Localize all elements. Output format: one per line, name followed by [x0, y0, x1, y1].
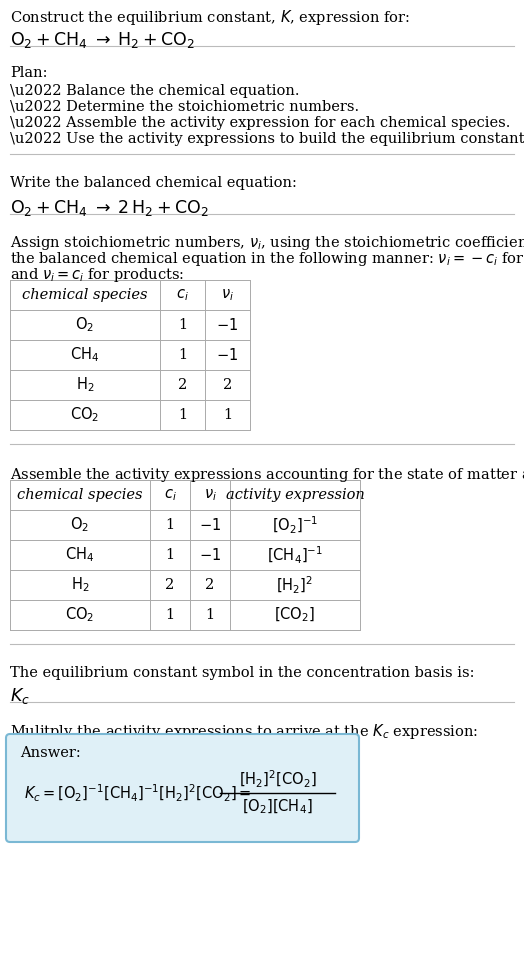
Text: and $\nu_i = c_i$ for products:: and $\nu_i = c_i$ for products:: [10, 266, 184, 284]
Text: $[\mathrm{H_2}]^{2}[\mathrm{CO_2}]$: $[\mathrm{H_2}]^{2}[\mathrm{CO_2}]$: [238, 768, 316, 789]
Text: 1: 1: [166, 548, 174, 562]
FancyBboxPatch shape: [6, 734, 359, 842]
Text: 1: 1: [166, 518, 174, 532]
Text: $K_c$: $K_c$: [10, 686, 30, 706]
Text: $\mathrm{O_2}$: $\mathrm{O_2}$: [75, 316, 94, 335]
Text: $\mathrm{CH_4}$: $\mathrm{CH_4}$: [66, 546, 95, 564]
Text: $-1$: $-1$: [199, 547, 221, 563]
Text: $[\mathrm{O_2}][\mathrm{CH_4}]$: $[\mathrm{O_2}][\mathrm{CH_4}]$: [242, 798, 313, 816]
Text: Mulitply the activity expressions to arrive at the $K_c$ expression:: Mulitply the activity expressions to arr…: [10, 722, 478, 741]
Text: The equilibrium constant symbol in the concentration basis is:: The equilibrium constant symbol in the c…: [10, 666, 475, 680]
Text: 2: 2: [223, 378, 232, 392]
Text: 1: 1: [166, 608, 174, 622]
Text: Assign stoichiometric numbers, $\nu_i$, using the stoichiometric coefficients, $: Assign stoichiometric numbers, $\nu_i$, …: [10, 234, 524, 252]
Text: $\nu_i$: $\nu_i$: [221, 287, 234, 303]
Text: $c_i$: $c_i$: [176, 287, 189, 303]
Text: $\mathrm{O_2 + CH_4 \;\rightarrow\; 2\,H_2 + CO_2}$: $\mathrm{O_2 + CH_4 \;\rightarrow\; 2\,H…: [10, 198, 209, 218]
Text: $\mathrm{H_2}$: $\mathrm{H_2}$: [71, 575, 89, 595]
Text: $[\mathrm{O_2}]^{-1}$: $[\mathrm{O_2}]^{-1}$: [272, 514, 318, 535]
Text: chemical species: chemical species: [22, 288, 148, 302]
Text: $\mathrm{CO_2}$: $\mathrm{CO_2}$: [66, 606, 95, 624]
Text: \u2022 Balance the chemical equation.: \u2022 Balance the chemical equation.: [10, 84, 300, 98]
Text: 1: 1: [205, 608, 214, 622]
Text: Construct the equilibrium constant, $K$, expression for:: Construct the equilibrium constant, $K$,…: [10, 8, 410, 27]
Text: $[\mathrm{CH_4}]^{-1}$: $[\mathrm{CH_4}]^{-1}$: [267, 545, 323, 566]
Text: 1: 1: [178, 318, 187, 332]
Text: \u2022 Use the activity expressions to build the equilibrium constant expression: \u2022 Use the activity expressions to b…: [10, 132, 524, 146]
Text: $-1$: $-1$: [199, 517, 221, 533]
Text: 2: 2: [178, 378, 187, 392]
Text: 1: 1: [178, 348, 187, 362]
Text: Answer:: Answer:: [20, 746, 81, 760]
Text: 2: 2: [205, 578, 215, 592]
Text: $\mathrm{CH_4}$: $\mathrm{CH_4}$: [70, 345, 100, 364]
Text: activity expression: activity expression: [226, 488, 364, 502]
Text: $\mathrm{O_2 + CH_4 \;\rightarrow\; H_2 + CO_2}$: $\mathrm{O_2 + CH_4 \;\rightarrow\; H_2 …: [10, 30, 195, 50]
Text: $[\mathrm{CO_2}]$: $[\mathrm{CO_2}]$: [275, 606, 315, 624]
Text: chemical species: chemical species: [17, 488, 143, 502]
Text: Write the balanced chemical equation:: Write the balanced chemical equation:: [10, 176, 297, 190]
Text: $K_c = [\mathrm{O_2}]^{-1}[\mathrm{CH_4}]^{-1}[\mathrm{H_2}]^{2}[\mathrm{CO_2}] : $K_c = [\mathrm{O_2}]^{-1}[\mathrm{CH_4}…: [24, 783, 251, 804]
Text: Assemble the activity expressions accounting for the state of matter and $\nu_i$: Assemble the activity expressions accoun…: [10, 466, 524, 484]
Text: 2: 2: [166, 578, 174, 592]
Text: $\mathrm{O_2}$: $\mathrm{O_2}$: [70, 516, 90, 534]
Text: $\nu_i$: $\nu_i$: [203, 487, 216, 503]
Text: \u2022 Assemble the activity expression for each chemical species.: \u2022 Assemble the activity expression …: [10, 116, 510, 130]
Text: Plan:: Plan:: [10, 66, 48, 80]
Text: $c_i$: $c_i$: [163, 487, 177, 503]
Text: $-1$: $-1$: [216, 317, 238, 333]
Text: $[\mathrm{H_2}]^{2}$: $[\mathrm{H_2}]^{2}$: [277, 574, 313, 596]
Text: $-1$: $-1$: [216, 347, 238, 363]
Text: $\mathrm{H_2}$: $\mathrm{H_2}$: [76, 376, 94, 394]
Text: 1: 1: [223, 408, 232, 422]
Text: the balanced chemical equation in the following manner: $\nu_i = -c_i$ for react: the balanced chemical equation in the fo…: [10, 250, 524, 268]
Text: \u2022 Determine the stoichiometric numbers.: \u2022 Determine the stoichiometric numb…: [10, 100, 359, 114]
Text: 1: 1: [178, 408, 187, 422]
Text: $\mathrm{CO_2}$: $\mathrm{CO_2}$: [70, 406, 100, 424]
